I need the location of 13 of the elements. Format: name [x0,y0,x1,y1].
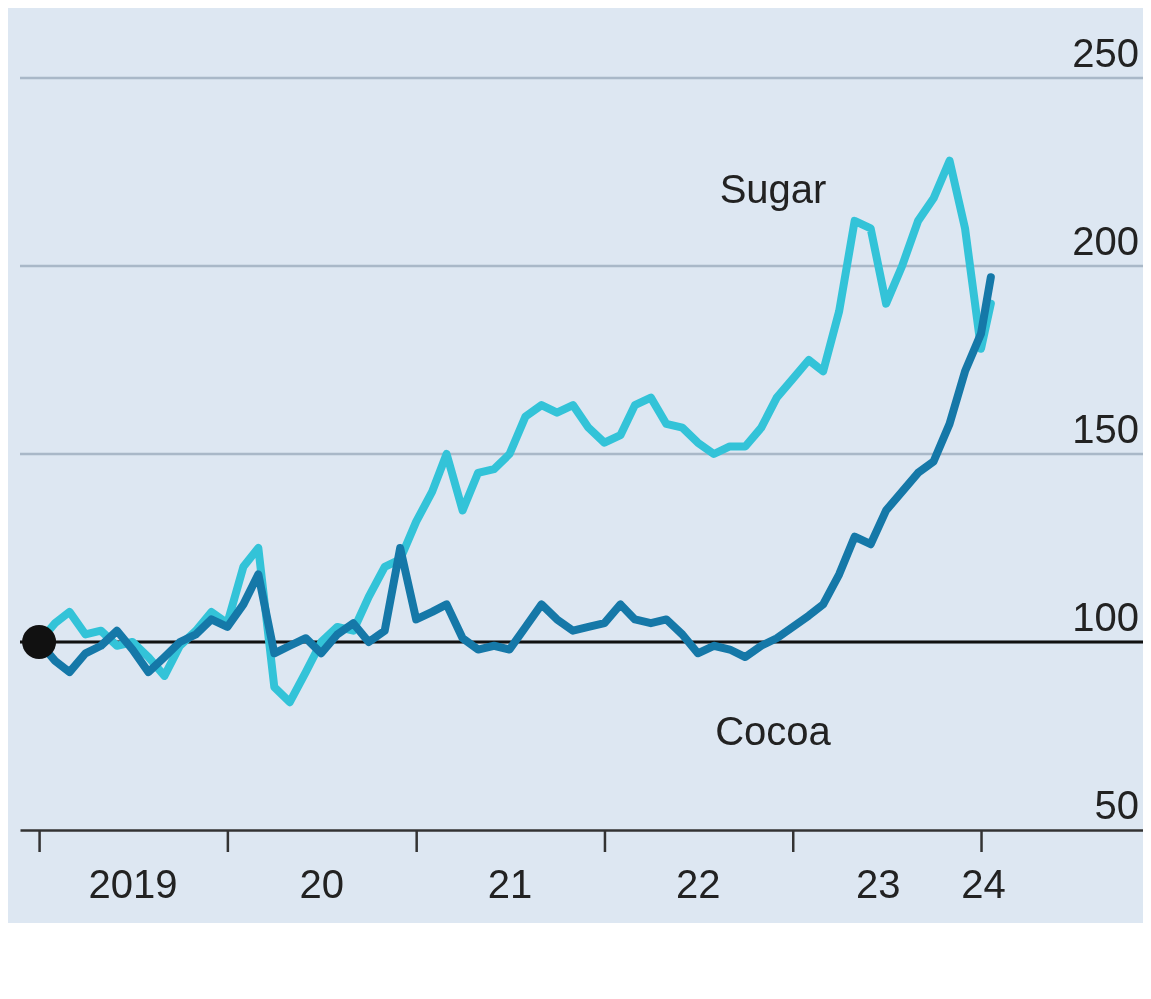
y-tick-label: 150 [1072,406,1139,451]
y-tick-label: 100 [1072,594,1139,639]
x-tick-label: 22 [676,862,721,907]
x-tick-label: 20 [299,862,344,907]
y-tick-label: 50 [1094,782,1139,827]
x-tick-label: 2019 [88,862,178,907]
series-label: Sugar [719,167,827,211]
x-tick-label: 23 [856,862,901,907]
series-label: Cocoa [715,709,832,753]
x-tick-label: 21 [487,862,533,907]
y-tick-label: 200 [1072,218,1139,263]
x-tick-label: 24 [961,862,1006,907]
y-tick-label: 250 [1072,30,1139,75]
